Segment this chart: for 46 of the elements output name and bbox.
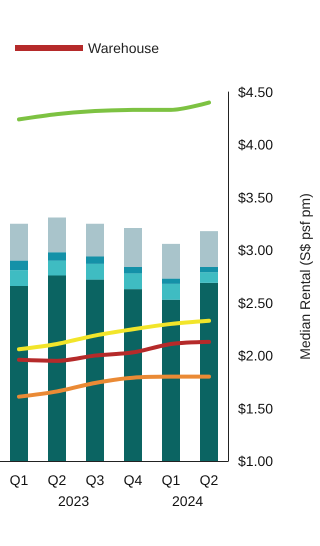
bar bbox=[10, 286, 28, 461]
y-tick-label: $1.50 bbox=[238, 400, 274, 416]
y-tick-label: $4.00 bbox=[238, 136, 274, 153]
line-series bbox=[17, 340, 211, 363]
bar bbox=[162, 284, 180, 300]
y-tick-label: $3.50 bbox=[238, 189, 274, 206]
line-series bbox=[17, 100, 211, 122]
bar bbox=[162, 244, 180, 279]
x-tick-label: Q3 bbox=[86, 472, 105, 488]
bar bbox=[86, 264, 104, 280]
x-tick-label: Q2 bbox=[48, 472, 67, 488]
bar bbox=[86, 256, 104, 264]
bar bbox=[124, 267, 142, 274]
bar bbox=[124, 289, 142, 461]
bar bbox=[200, 282, 218, 461]
bar bbox=[200, 231, 218, 268]
bar bbox=[86, 280, 104, 461]
bar bbox=[86, 224, 104, 256]
bar bbox=[162, 300, 180, 461]
bar bbox=[10, 224, 28, 261]
x-tick-label: Q4 bbox=[124, 472, 143, 488]
bar bbox=[48, 260, 66, 276]
bar bbox=[200, 272, 218, 283]
y-tick-label: $3.00 bbox=[238, 242, 274, 258]
x-tick-label: Q1 bbox=[162, 472, 181, 488]
y-tick-label: $2.50 bbox=[238, 294, 274, 311]
bar bbox=[124, 273, 142, 290]
bar bbox=[10, 260, 28, 270]
x-tick-label: Q1 bbox=[10, 472, 29, 488]
y-axis-title: Median Rental (S$ psf pm) bbox=[297, 193, 313, 360]
line-series bbox=[17, 318, 211, 352]
bar bbox=[162, 278, 180, 284]
y-tick-label: $1.00 bbox=[238, 453, 274, 469]
legend-label: Warehouse bbox=[88, 40, 160, 56]
text: 2023 bbox=[58, 493, 90, 509]
bar bbox=[124, 228, 142, 268]
bar bbox=[48, 217, 66, 252]
text: 2024 bbox=[172, 493, 204, 509]
y-tick-label: $4.50 bbox=[238, 84, 274, 100]
bar bbox=[48, 275, 66, 461]
line-series bbox=[17, 374, 211, 399]
bar bbox=[10, 270, 28, 286]
bar bbox=[200, 267, 218, 272]
x-tick-label: Q2 bbox=[200, 472, 219, 488]
bar bbox=[48, 252, 66, 261]
y-tick-label: $2.00 bbox=[238, 348, 274, 364]
